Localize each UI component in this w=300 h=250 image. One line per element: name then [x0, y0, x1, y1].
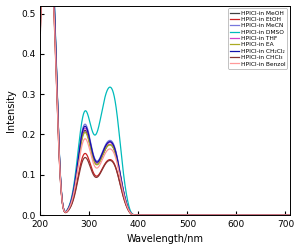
- HPICl-in EA: [289, 214, 292, 216]
- HPICl-in Benzol: [289, 214, 292, 216]
- HPICl-in EtOH: [281, 214, 285, 216]
- X-axis label: Wavelength/nm: Wavelength/nm: [127, 234, 204, 244]
- HPICl-in EtOH: [236, 214, 239, 216]
- HPICl-in MeCN: [154, 214, 157, 216]
- HPICl-in DMSO: [236, 214, 239, 216]
- HPICl-in EtOH: [281, 214, 285, 216]
- Line: HPICl-in CHCl₃: HPICl-in CHCl₃: [40, 0, 290, 215]
- HPICl-in EA: [281, 214, 285, 216]
- HPICl-in THF: [281, 214, 285, 216]
- HPICl-in MeOH: [281, 214, 285, 216]
- HPICl-in THF: [281, 214, 285, 216]
- HPICl-in EA: [38, 18, 42, 21]
- HPICl-in CH₂Cl₂: [289, 214, 292, 216]
- HPICl-in CH₂Cl₂: [38, 13, 42, 16]
- HPICl-in MeCN: [281, 214, 285, 216]
- HPICl-in EA: [236, 214, 239, 216]
- Line: HPICl-in EA: HPICl-in EA: [40, 0, 290, 215]
- HPICl-in CHCl₃: [160, 214, 164, 216]
- HPICl-in Benzol: [160, 214, 164, 216]
- HPICl-in MeCN: [38, 13, 42, 16]
- HPICl-in EtOH: [154, 214, 157, 216]
- HPICl-in MeCN: [236, 214, 239, 216]
- HPICl-in CH₂Cl₂: [281, 214, 285, 216]
- HPICl-in CHCl₃: [236, 214, 239, 216]
- HPICl-in Benzol: [154, 214, 157, 216]
- HPICl-in THF: [38, 18, 42, 21]
- HPICl-in MeOH: [38, 18, 42, 21]
- HPICl-in THF: [289, 214, 292, 216]
- HPICl-in THF: [160, 214, 164, 216]
- HPICl-in MeOH: [236, 214, 239, 216]
- HPICl-in Benzol: [236, 214, 239, 216]
- HPICl-in EA: [154, 214, 157, 216]
- HPICl-in CH₂Cl₂: [281, 214, 285, 216]
- HPICl-in DMSO: [281, 214, 285, 216]
- HPICl-in CHCl₃: [289, 214, 292, 216]
- HPICl-in DMSO: [38, 9, 42, 12]
- HPICl-in EA: [160, 214, 164, 216]
- Line: HPICl-in EtOH: HPICl-in EtOH: [40, 0, 290, 215]
- Line: HPICl-in THF: HPICl-in THF: [40, 0, 290, 215]
- HPICl-in CHCl₃: [38, 32, 42, 35]
- HPICl-in CH₂Cl₂: [154, 214, 157, 216]
- HPICl-in DMSO: [289, 214, 292, 216]
- HPICl-in EtOH: [289, 214, 292, 216]
- HPICl-in MeCN: [289, 214, 292, 216]
- HPICl-in EA: [281, 214, 285, 216]
- HPICl-in DMSO: [154, 214, 157, 216]
- Legend: HPICl-in MeOH, HPICl-in EtOH, HPICl-in MeCN, HPICl-in DMSO, HPICl-in THF, HPICl-: HPICl-in MeOH, HPICl-in EtOH, HPICl-in M…: [228, 8, 287, 68]
- HPICl-in CHCl₃: [154, 214, 157, 216]
- HPICl-in DMSO: [281, 214, 285, 216]
- HPICl-in CH₂Cl₂: [160, 214, 164, 216]
- Line: HPICl-in MeCN: HPICl-in MeCN: [40, 0, 290, 215]
- HPICl-in MeOH: [154, 214, 157, 216]
- HPICl-in MeCN: [281, 214, 285, 216]
- Line: HPICl-in DMSO: HPICl-in DMSO: [40, 0, 290, 215]
- HPICl-in MeOH: [281, 214, 285, 216]
- Y-axis label: Intensity: Intensity: [6, 89, 16, 132]
- HPICl-in MeOH: [289, 214, 292, 216]
- HPICl-in DMSO: [160, 214, 164, 216]
- HPICl-in EtOH: [38, 27, 42, 30]
- HPICl-in CHCl₃: [281, 214, 285, 216]
- HPICl-in CH₂Cl₂: [236, 214, 239, 216]
- Line: HPICl-in MeOH: HPICl-in MeOH: [40, 0, 290, 215]
- HPICl-in CHCl₃: [281, 214, 285, 216]
- HPICl-in EtOH: [160, 214, 164, 216]
- HPICl-in MeCN: [160, 214, 164, 216]
- HPICl-in Benzol: [281, 214, 285, 216]
- Line: HPICl-in CH₂Cl₂: HPICl-in CH₂Cl₂: [40, 0, 290, 215]
- HPICl-in Benzol: [281, 214, 285, 216]
- Line: HPICl-in Benzol: HPICl-in Benzol: [40, 0, 290, 215]
- HPICl-in THF: [236, 214, 239, 216]
- HPICl-in MeOH: [160, 214, 164, 216]
- HPICl-in Benzol: [38, 27, 42, 30]
- HPICl-in THF: [154, 214, 157, 216]
